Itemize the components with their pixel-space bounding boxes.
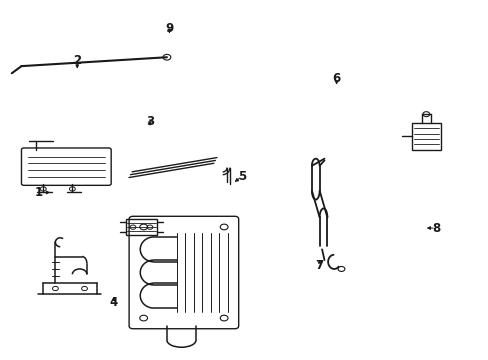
Text: 9: 9 <box>165 22 173 35</box>
Text: 4: 4 <box>109 296 118 309</box>
Bar <box>125 219 157 235</box>
Bar <box>411 123 440 150</box>
Text: 2: 2 <box>73 54 81 67</box>
Text: 7: 7 <box>315 259 323 272</box>
Text: 8: 8 <box>431 221 439 234</box>
Text: 6: 6 <box>332 72 340 85</box>
Text: 1: 1 <box>34 186 42 199</box>
Text: 5: 5 <box>238 170 245 183</box>
Text: 3: 3 <box>145 115 154 128</box>
